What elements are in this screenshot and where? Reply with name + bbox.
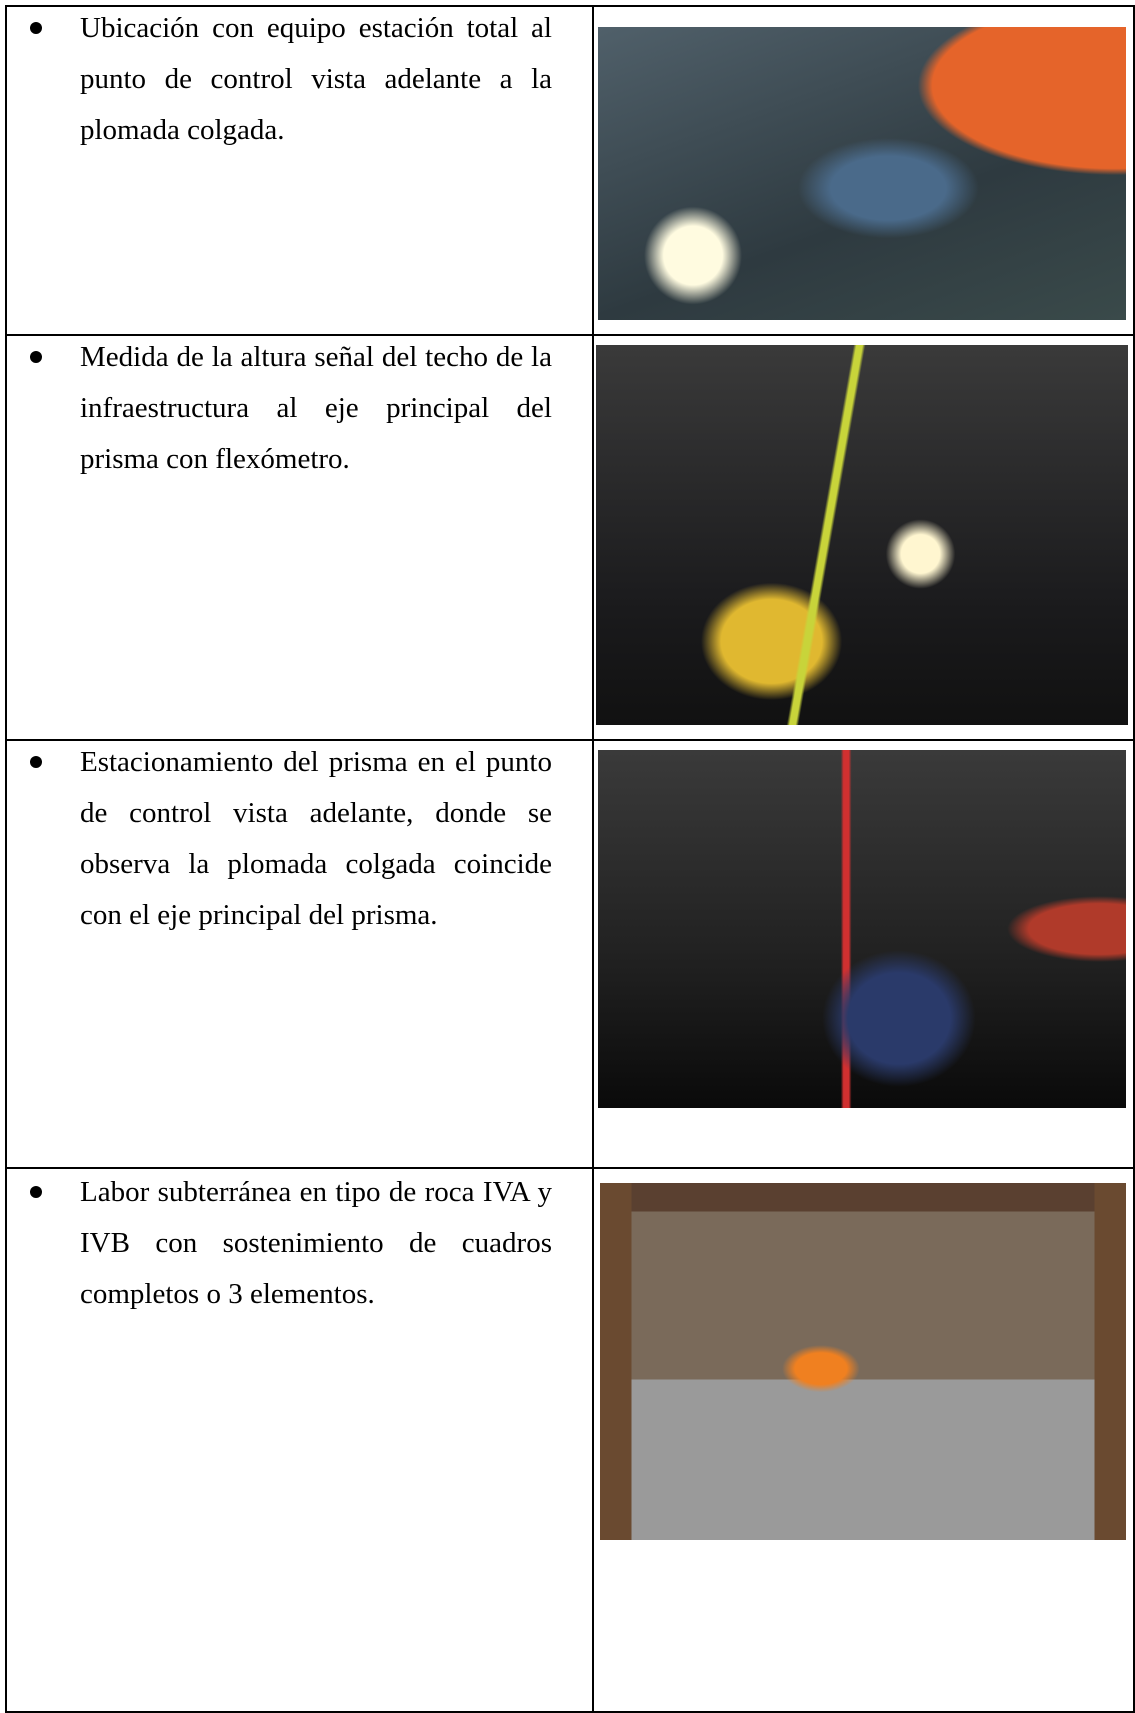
column-divider — [592, 5, 594, 1713]
table-border — [5, 1711, 1134, 1713]
row-text: Medida de la altura señal del techo de l… — [80, 341, 552, 475]
bullet — [30, 22, 42, 34]
table-border — [1133, 5, 1135, 1713]
photo-prism-measurement — [596, 345, 1128, 725]
row-text: Ubicación con equipo estación total al p… — [80, 12, 552, 146]
row-divider — [5, 334, 1134, 336]
photo-underground-tunnel — [600, 1183, 1126, 1540]
photo-prism-station — [598, 750, 1126, 1108]
table-border — [5, 5, 1134, 7]
bullet — [30, 756, 42, 768]
row-text: Labor subterránea en tipo de roca IVA y … — [80, 1176, 552, 1310]
row-divider — [5, 739, 1134, 741]
bullet — [30, 351, 42, 363]
row-divider — [5, 1167, 1134, 1169]
photo-surveyor-plumb-line — [598, 27, 1126, 320]
bullet — [30, 1186, 42, 1198]
table-border — [5, 5, 7, 1713]
row-text: Estacionamiento del prisma en el punto d… — [80, 746, 552, 931]
